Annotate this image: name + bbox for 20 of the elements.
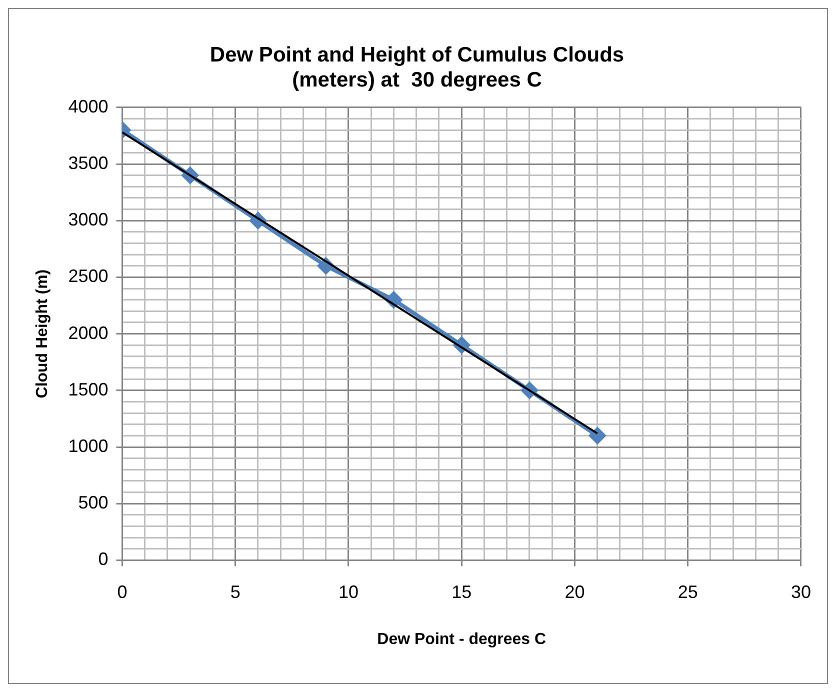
x-tick-label: 25: [678, 582, 698, 602]
y-axis-title: Cloud Height (m): [34, 269, 52, 398]
y-tick-label: 3500: [68, 152, 108, 173]
y-tick-label: 1000: [68, 436, 108, 456]
y-tick-label: 500: [78, 492, 108, 513]
x-tick-label: 30: [790, 582, 812, 602]
x-tick-label: 20: [564, 582, 585, 602]
y-tick-label: 0: [98, 549, 108, 570]
x-tick-label: 5: [230, 582, 240, 602]
x-tick-label: 10: [338, 582, 359, 602]
chart-title: Dew Point and Height of Cumulus Clouds (meters) at 30 degrees C: [210, 43, 624, 92]
y-tick-label: 3000: [68, 210, 108, 230]
point: [588, 426, 606, 445]
x-axis-title: Dew Point - degrees C: [377, 630, 547, 648]
x-tick-label: 15: [452, 582, 472, 602]
x-tick-label: 0: [117, 582, 128, 602]
y-tick-label: 2000: [68, 322, 108, 343]
y-tick-label: 1500: [68, 379, 108, 400]
y-tick-label: 2500: [68, 266, 108, 286]
y-tick-label: 4000: [68, 96, 108, 116]
